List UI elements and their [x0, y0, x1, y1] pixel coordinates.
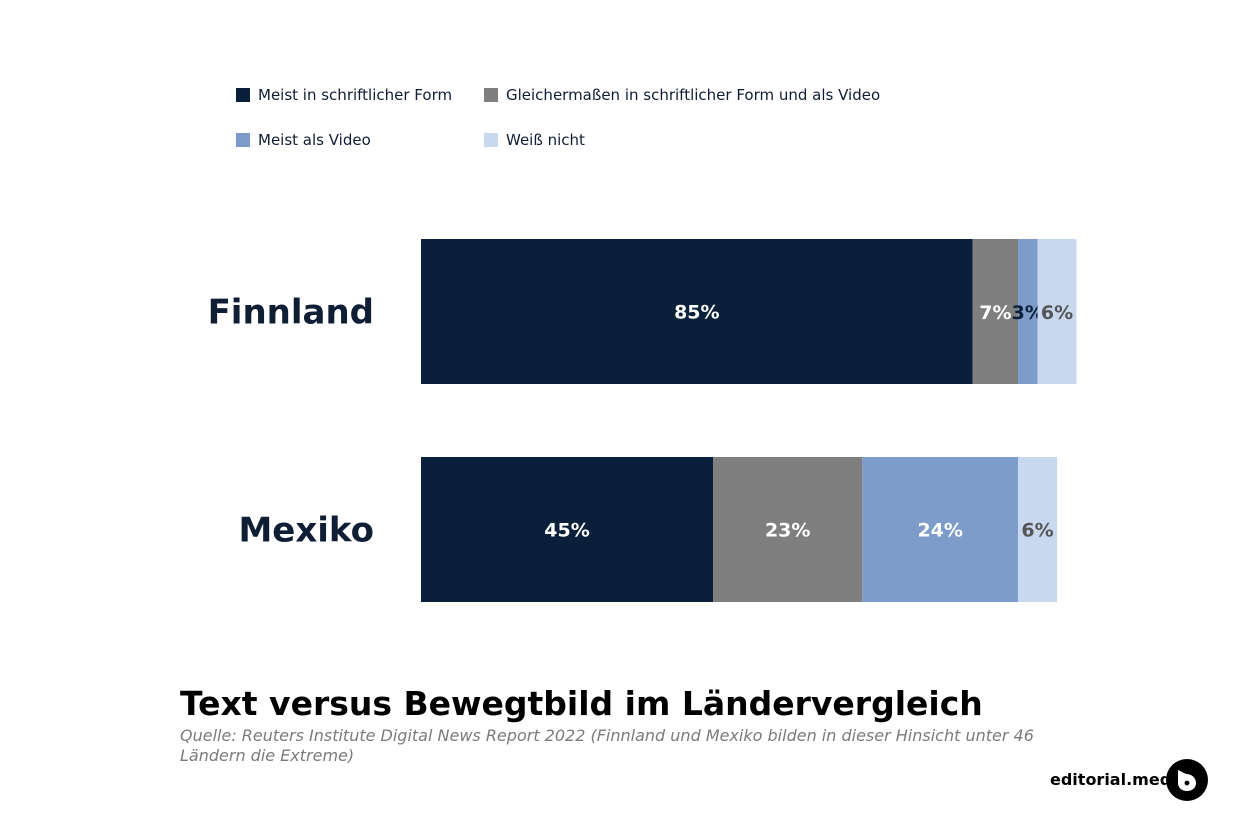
bar-segment-mexiko-2: [862, 457, 1019, 602]
value-label-finnland-0: 85%: [674, 302, 719, 324]
value-label-finnland-1: 7%: [979, 302, 1011, 324]
legend-item-equal: Gleichermaßen in schriftlicher Form und …: [484, 86, 880, 104]
value-label-mexiko-2: 24%: [917, 520, 962, 542]
bar-segment-finnland-1: [972, 239, 1019, 384]
legend-item-written: Meist in schriftlicher Form: [236, 86, 452, 104]
brand-logo-icon: [1166, 759, 1208, 801]
legend-swatch-video: [236, 133, 250, 147]
category-label-finnland: Finnland: [208, 293, 374, 333]
category-label-mexiko: Mexiko: [238, 511, 374, 551]
legend-label-video: Meist als Video: [258, 131, 371, 149]
bar-segment-finnland-3: [1037, 239, 1077, 384]
legend-swatch-written: [236, 88, 250, 102]
legend-item-unknown: Weiß nicht: [484, 131, 585, 149]
value-label-mexiko-1: 23%: [765, 520, 810, 542]
legend-label-written: Meist in schriftlicher Form: [258, 86, 453, 104]
bar-segment-mexiko-0: [421, 457, 714, 602]
bar-segment-finnland-2: [1018, 239, 1038, 384]
legend-item-video: Meist als Video: [236, 131, 371, 149]
legend-swatch-equal: [484, 88, 498, 102]
value-label-finnland-3: 6%: [1041, 302, 1073, 324]
chart-title: Text versus Bewegtbild im Ländervergleic…: [180, 684, 983, 723]
source-note: Quelle: Reuters Institute Digital News R…: [180, 726, 1034, 765]
legend-label-unknown: Weiß nicht: [506, 131, 585, 149]
value-label-mexiko-0: 45%: [544, 520, 589, 542]
legend-label-equal: Gleichermaßen in schriftlicher Form und …: [506, 86, 881, 104]
value-label-finnland-2: 3%: [1012, 302, 1044, 324]
brand-name: editorial.media: [1050, 770, 1188, 789]
bar-segment-mexiko-3: [1018, 457, 1058, 602]
value-label-mexiko-3: 6%: [1021, 520, 1053, 542]
legend-swatch-unknown: [484, 133, 498, 147]
bar-segment-mexiko-1: [713, 457, 863, 602]
stacked-bar-chart: Finnland 85% 7% 3%6%Mexiko 45% 23% 24% 6%: [208, 239, 1077, 602]
bar-segment-finnland-0: [421, 239, 973, 384]
